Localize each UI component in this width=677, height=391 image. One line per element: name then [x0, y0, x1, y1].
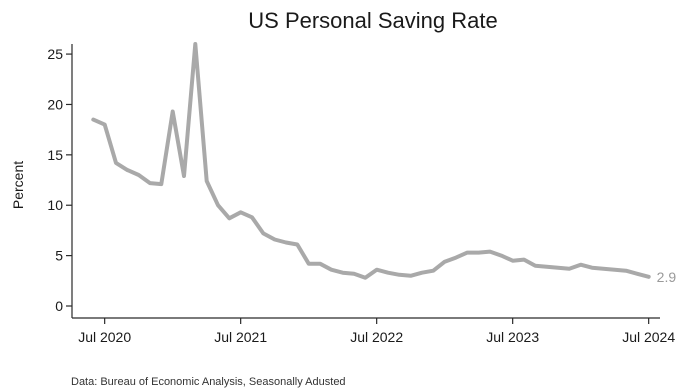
data-point [466, 252, 468, 254]
data-point [500, 255, 502, 257]
data-point [330, 269, 332, 271]
y-axis-ticks: 0 5 10 15 20 25 [47, 46, 72, 314]
data-point [92, 119, 94, 121]
data-point [342, 272, 344, 274]
x-tick-label: Jul 2020 [78, 329, 131, 345]
data-point [364, 277, 366, 279]
data-point [296, 243, 298, 246]
data-point [228, 217, 230, 219]
data-point [274, 238, 276, 241]
data-point [104, 124, 106, 126]
data-point [172, 110, 174, 113]
y-tick-label: 10 [47, 197, 63, 213]
chart-title: US Personal Saving Rate [248, 8, 497, 33]
data-point [183, 175, 185, 177]
y-tick-label: 15 [47, 147, 63, 163]
data-point [115, 162, 117, 164]
y-tick-label: 5 [55, 248, 63, 264]
data-point [138, 174, 140, 176]
data-point [568, 268, 570, 270]
data-point [478, 252, 480, 254]
data-point [489, 251, 491, 253]
x-axis-ticks: Jul 2020 Jul 2021 Jul 2022 Jul 2023 Jul 2024 [78, 318, 675, 345]
x-tick-label: Jul 2022 [350, 329, 403, 345]
data-point [523, 259, 525, 261]
data-point [194, 43, 196, 45]
data-point [614, 269, 616, 271]
data-point [602, 268, 604, 270]
data-point [625, 270, 627, 272]
data-point [206, 180, 208, 182]
y-tick-label: 20 [47, 96, 63, 112]
y-tick-label: 25 [47, 46, 63, 62]
data-point [580, 264, 582, 266]
y-axis-label: Percent [10, 161, 26, 209]
source-note: Data: Bureau of Economic Analysis, Seaso… [71, 376, 346, 388]
data-point [376, 269, 378, 271]
data-point [410, 275, 412, 277]
data-point [636, 273, 638, 275]
data-point [149, 182, 151, 184]
data-point [546, 266, 548, 268]
x-tick-label: Jul 2021 [214, 329, 267, 345]
data-point [591, 267, 593, 269]
data-point [319, 263, 321, 265]
data-point [217, 204, 219, 206]
data-point [285, 241, 287, 244]
data-point [262, 232, 264, 234]
axes [71, 44, 660, 319]
x-tick-label: Jul 2023 [486, 329, 539, 345]
data-point [648, 276, 650, 278]
data-point [240, 211, 242, 213]
data-point [432, 270, 434, 272]
data-point [557, 267, 559, 269]
data-point [126, 169, 128, 171]
data-point [421, 272, 423, 274]
data-point [251, 216, 253, 218]
data-point [398, 274, 400, 276]
end-value-label: 2.9 [657, 269, 677, 285]
data-point [444, 261, 446, 263]
saving-rate-line [91, 42, 651, 280]
data-point [308, 263, 310, 265]
data-point [534, 265, 536, 267]
data-point [387, 272, 389, 274]
data-point [353, 273, 355, 275]
data-point [455, 257, 457, 259]
data-point [160, 183, 162, 185]
y-tick-label: 0 [55, 298, 63, 314]
series-layer [91, 42, 651, 280]
x-tick-label: Jul 2024 [622, 329, 675, 345]
data-point [512, 260, 514, 262]
